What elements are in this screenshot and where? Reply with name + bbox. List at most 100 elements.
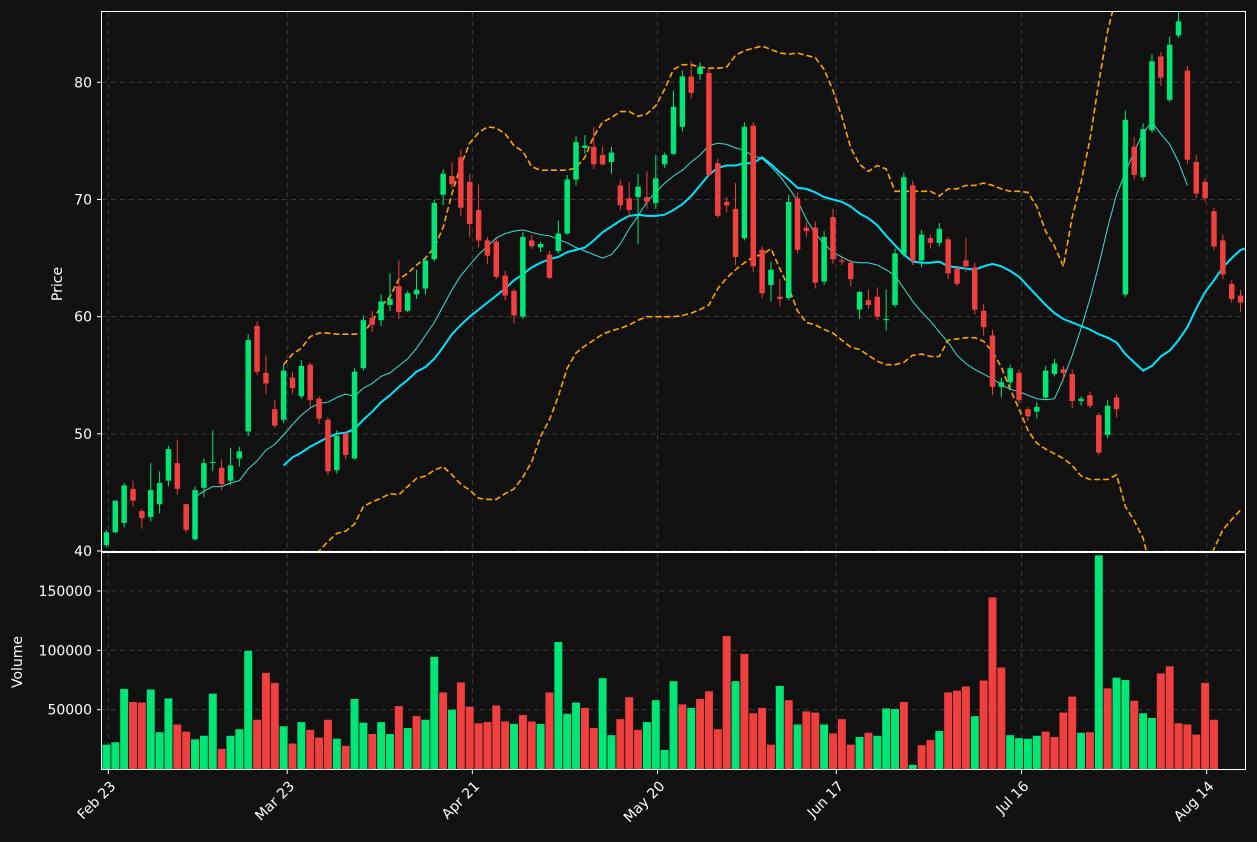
volume-bar: [1032, 735, 1041, 769]
volume-bar: [1059, 712, 1068, 769]
candle-body: [1140, 129, 1146, 178]
candle-body: [1184, 70, 1191, 160]
fast-moving-average-line: [194, 121, 1188, 498]
volume-bar: [837, 719, 846, 769]
volume-bar: [917, 745, 926, 769]
price-tick-label: 40: [74, 544, 92, 560]
candle-body: [360, 320, 367, 369]
volume-bar: [527, 721, 536, 769]
candle-body: [1220, 240, 1226, 275]
candle-body: [1025, 409, 1031, 417]
volume-bar: [288, 743, 297, 769]
volume-bar: [297, 722, 306, 769]
candle-body: [475, 210, 482, 241]
candle-body: [537, 244, 544, 248]
volume-bar: [563, 713, 572, 769]
candle-body: [1202, 181, 1208, 199]
candle-body: [103, 532, 110, 546]
volume-bar: [536, 723, 545, 769]
candle-body: [936, 228, 943, 243]
volume-bar: [908, 764, 917, 769]
volume-bar: [403, 728, 412, 769]
candle-body: [777, 296, 783, 300]
volume-bar: [766, 744, 775, 769]
volume-bar: [1050, 736, 1059, 769]
volume-bar: [474, 723, 483, 769]
volume-bar: [315, 737, 324, 769]
candle-body: [768, 269, 774, 286]
volume-bar: [244, 650, 253, 769]
volume-bar: [1165, 666, 1174, 769]
volume-bar: [332, 738, 341, 769]
volume-bar: [120, 688, 129, 769]
volume-bar: [155, 732, 164, 769]
candle-body: [573, 142, 579, 180]
volume-bar: [253, 719, 262, 769]
volume-bar: [377, 722, 386, 769]
volume-bar: [864, 732, 873, 769]
candle-body: [892, 253, 898, 305]
volume-bar: [439, 692, 448, 769]
volume-bar: [1147, 717, 1156, 769]
volume-bar: [554, 642, 563, 769]
volume-bar: [1094, 555, 1103, 769]
candle-body: [192, 490, 198, 540]
volume-bar: [598, 678, 607, 769]
candle-body: [511, 290, 517, 316]
candle-body: [156, 483, 163, 505]
candle-body: [732, 208, 739, 257]
volume-bar: [961, 686, 970, 769]
volume-bar: [1201, 682, 1210, 769]
price-axis-label: Price: [50, 267, 66, 301]
candle-body: [422, 260, 429, 289]
candle-body: [927, 238, 934, 243]
candle-body: [431, 202, 438, 260]
volume-bar: [111, 742, 120, 769]
candle-body: [1069, 374, 1075, 402]
candle-body: [608, 152, 615, 162]
candle-body: [564, 179, 570, 234]
volume-bar: [749, 713, 758, 769]
candle-body: [342, 433, 349, 455]
candle-body: [661, 154, 668, 165]
volume-bar: [997, 667, 1006, 769]
volume-bar: [926, 739, 935, 769]
volume-bar: [970, 716, 979, 769]
candle-body: [1113, 397, 1120, 410]
volume-bar: [651, 700, 660, 769]
volume-panel: 50000 100000 150000 Volume: [10, 552, 1246, 770]
candle-body: [901, 177, 907, 255]
candle-body: [165, 449, 172, 481]
candle-body: [847, 262, 854, 280]
volume-bar: [235, 729, 244, 769]
volume-bar: [784, 700, 793, 769]
volume-bar: [208, 693, 217, 769]
volume-bar: [616, 719, 625, 769]
candle-body: [812, 227, 819, 283]
volume-bar: [731, 681, 740, 769]
volume-bar: [704, 691, 713, 769]
volume-bar: [678, 704, 687, 769]
candle-body: [918, 234, 925, 261]
candle-body: [1211, 211, 1217, 247]
volume-bar: [820, 724, 829, 769]
volume-panel-frame: [101, 552, 1246, 770]
volume-bar: [261, 672, 270, 769]
candle-body: [750, 125, 756, 267]
candle-body: [1042, 370, 1049, 398]
candle-body: [183, 504, 189, 530]
volume-bar: [829, 733, 837, 769]
volume-bar: [1023, 738, 1032, 769]
volume-bar: [226, 735, 235, 769]
volume-bar: [580, 707, 589, 769]
candle-body: [218, 467, 225, 485]
volume-bar: [935, 731, 944, 769]
volume-bar: [465, 706, 474, 769]
candle-body: [874, 296, 881, 317]
candle-body: [449, 176, 455, 185]
candle-body: [236, 451, 243, 459]
candle-body: [626, 198, 632, 211]
candle-body: [1166, 44, 1173, 100]
candle-body: [1096, 415, 1102, 453]
candle-body: [387, 299, 393, 305]
